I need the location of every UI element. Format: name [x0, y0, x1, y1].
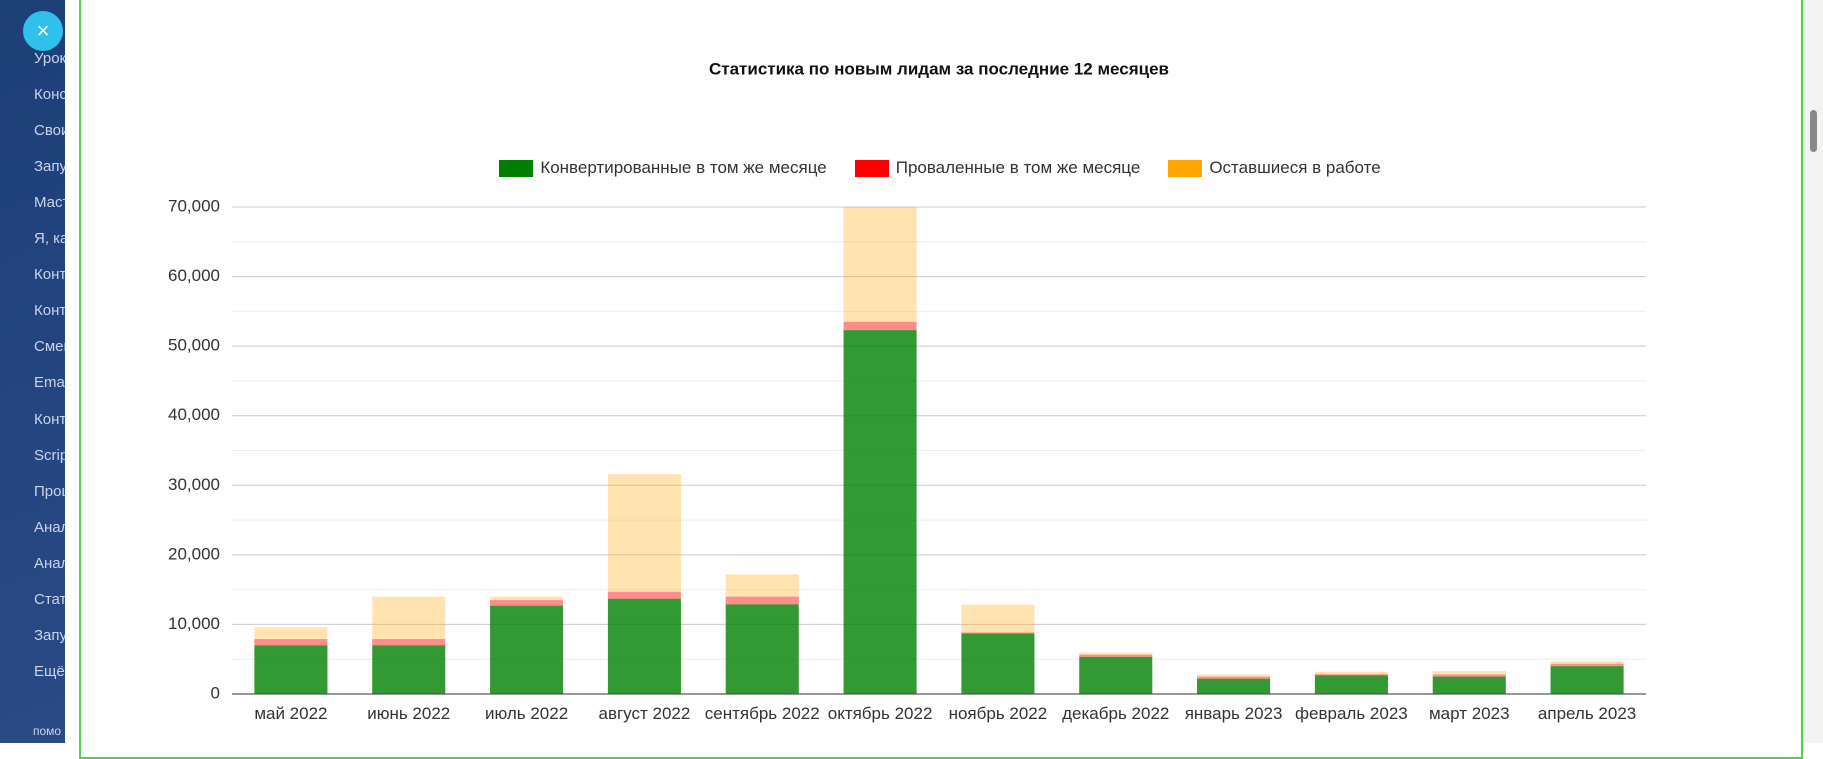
sidebar: Урок Конс Свои Запу Маст Я, ка Конт Конт Смен Ema…	[0, 0, 65, 743]
chart: Статистика по новым лидам за последние 1…	[168, 59, 1646, 702]
bar-segment	[1550, 666, 1624, 694]
bar-segment	[490, 596, 564, 601]
sidebar-item: Ещё	[34, 662, 65, 680]
x-tick-label: январь 2023	[1184, 704, 1283, 723]
bar-segment	[490, 605, 564, 694]
sidebar-item: Маст	[34, 194, 65, 212]
bar-segment	[1432, 674, 1506, 677]
bar-segment	[254, 639, 328, 646]
y-tick-label: 40,000	[168, 405, 220, 424]
legend-label: Проваленные в том же месяце	[895, 158, 1141, 177]
sidebar-item: Конс	[34, 86, 65, 104]
x-tick-label: август 2022	[598, 704, 691, 723]
sidebar-item: Запу	[34, 626, 65, 644]
chart-title: Статистика по новым лидам за последние 1…	[709, 59, 1169, 78]
sidebar-item: Урок	[34, 50, 65, 67]
bar-segment	[843, 330, 917, 694]
bar-segment	[607, 474, 681, 592]
sidebar-item: Проц	[34, 482, 65, 500]
bar-segment	[1314, 671, 1388, 675]
x-tick-label: ноябрь 2022	[948, 704, 1048, 723]
scroll-thumb[interactable]	[1810, 110, 1817, 152]
bar-segment	[843, 207, 917, 322]
bar-segment	[490, 600, 564, 606]
sidebar-item: Анал	[34, 554, 65, 572]
bar-segment	[1079, 652, 1153, 655]
bar-segment	[725, 604, 799, 694]
legend-label: Оставшиеся в работе	[1209, 158, 1381, 177]
legend-label: Конвертированные в том же месяце	[540, 158, 827, 177]
x-tick-label: июль 2022	[484, 704, 569, 723]
bar-segment	[372, 645, 446, 694]
sidebar-item: Email	[34, 374, 65, 392]
bar-segment	[607, 598, 681, 694]
legend-item: Оставшиеся в работе	[1168, 158, 1381, 178]
x-tick-label: сентябрь 2022	[704, 704, 820, 723]
bar-segment	[725, 596, 799, 605]
legend-item: Проваленные в том же месяце	[854, 158, 1141, 178]
sidebar-item: Запу	[34, 158, 65, 176]
bar-segment	[607, 591, 681, 599]
legend-swatch	[854, 159, 889, 177]
x-tick-label: апрель 2023	[1537, 704, 1637, 723]
legend-item: Конвертированные в том же месяце	[499, 158, 827, 178]
y-tick-label: 10,000	[168, 614, 220, 633]
bar-segment	[372, 639, 446, 646]
bar-segment	[1314, 675, 1388, 694]
bar-segment	[1314, 674, 1388, 676]
sidebar-item: Конт	[34, 410, 65, 428]
bar-segment	[372, 596, 446, 640]
x-tick-label: февраль 2023	[1295, 704, 1408, 723]
bar-segment	[1197, 676, 1271, 679]
bar-segment	[961, 633, 1035, 694]
legend-swatch	[499, 159, 534, 177]
legend-swatch	[1168, 159, 1203, 177]
x-tick-label: март 2023	[1428, 704, 1510, 723]
bar-segment	[961, 632, 1035, 634]
bar-segment	[1432, 671, 1506, 675]
x-tick-label: декабрь 2022	[1062, 704, 1170, 723]
y-tick-label: 50,000	[168, 336, 220, 355]
bar-segment	[1079, 654, 1153, 657]
y-tick-label: 70,000	[168, 196, 220, 215]
x-tick-label: июнь 2022	[367, 704, 451, 723]
bar-segment	[1197, 678, 1271, 694]
sidebar-item: Смен	[34, 338, 65, 356]
bar-segment	[1432, 676, 1506, 694]
x-tick-label: октябрь 2022	[827, 704, 933, 723]
bar-segment	[254, 627, 328, 640]
bar-segment	[1197, 674, 1271, 677]
sidebar-item: Стат	[34, 590, 65, 608]
sidebar-footer: помо	[33, 724, 62, 738]
y-tick-label: 20,000	[168, 544, 220, 563]
sidebar-item: Конт	[34, 266, 65, 284]
bar-segment	[1550, 663, 1624, 667]
bar-segment	[1550, 661, 1624, 664]
scrollbar	[1804, 0, 1823, 743]
bar-segment	[1079, 656, 1153, 694]
close-button[interactable]: ×	[23, 11, 63, 51]
bar-segment	[725, 574, 799, 597]
x-tick-label: май 2022	[254, 704, 328, 723]
sidebar-item: Я, ка	[34, 230, 65, 248]
bar-segment	[843, 321, 917, 331]
bar-segment	[254, 645, 328, 694]
y-tick-label: 0	[211, 683, 220, 702]
y-tick-label: 30,000	[168, 475, 220, 494]
sidebar-item: Анал	[34, 518, 65, 536]
legend: Конвертированные в том же месяце Провален…	[240, 158, 1640, 178]
y-tick-label: 60,000	[168, 266, 220, 285]
sidebar-item: Scrip	[34, 446, 65, 464]
sidebar-item: Конт	[34, 302, 65, 320]
sidebar-item: Свои	[34, 122, 65, 140]
bar-segment	[961, 604, 1035, 633]
